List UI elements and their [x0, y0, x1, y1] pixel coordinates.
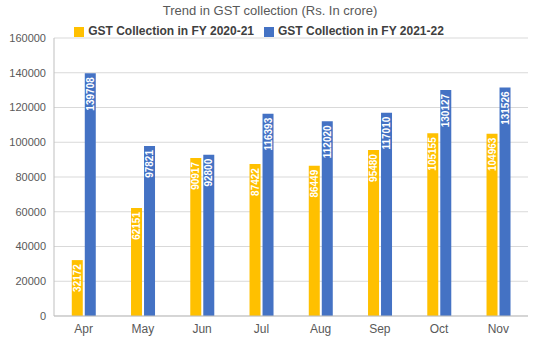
svg-text:Jul: Jul [254, 322, 269, 336]
svg-text:95480: 95480 [368, 154, 379, 182]
svg-text:Sep: Sep [369, 322, 391, 336]
svg-text:139708: 139708 [85, 77, 96, 111]
html-text:GST Collection in FY 2021-22: GST Collection in FY 2021-22 [278, 24, 444, 38]
svg-text:Aug: Aug [310, 322, 331, 336]
svg-text:92800: 92800 [203, 158, 214, 186]
svg-text:20000: 20000 [15, 275, 46, 287]
svg-text:90917: 90917 [190, 162, 201, 190]
svg-text:Oct: Oct [430, 322, 449, 336]
svg-text:0: 0 [40, 310, 46, 322]
svg-text:87422: 87422 [250, 168, 261, 196]
svg-text:140000: 140000 [9, 67, 46, 79]
svg-text:104963: 104963 [487, 137, 498, 171]
svg-text:112020: 112020 [322, 125, 333, 158]
svg-text:Jun: Jun [192, 322, 211, 336]
svg-text:116393: 116393 [263, 117, 274, 150]
svg-text:105155: 105155 [427, 137, 438, 171]
svg-text:Apr: Apr [74, 322, 93, 336]
svg-text:86449: 86449 [309, 169, 320, 197]
svg-text:May: May [132, 322, 155, 336]
svg-text:160000: 160000 [9, 32, 46, 44]
svg-text:80000: 80000 [15, 171, 46, 183]
svg-text:130127: 130127 [440, 93, 451, 127]
svg-text:62151: 62151 [131, 212, 142, 240]
html-text:Trend in GST collection (Rs. I: Trend in GST collection (Rs. In crore) [162, 3, 378, 18]
html-text:GST Collection in FY 2020-21: GST Collection in FY 2020-21 [88, 24, 254, 38]
svg-text:97821: 97821 [144, 150, 155, 178]
svg-text:40000: 40000 [15, 240, 46, 252]
svg-text:117010: 117010 [381, 116, 392, 149]
svg-text:Nov: Nov [488, 322, 509, 336]
svg-text:100000: 100000 [9, 136, 46, 148]
svg-text:120000: 120000 [9, 101, 46, 113]
svg-text:60000: 60000 [15, 206, 46, 218]
svg-text:32172: 32172 [72, 264, 83, 292]
svg-text:131526: 131526 [500, 91, 511, 125]
